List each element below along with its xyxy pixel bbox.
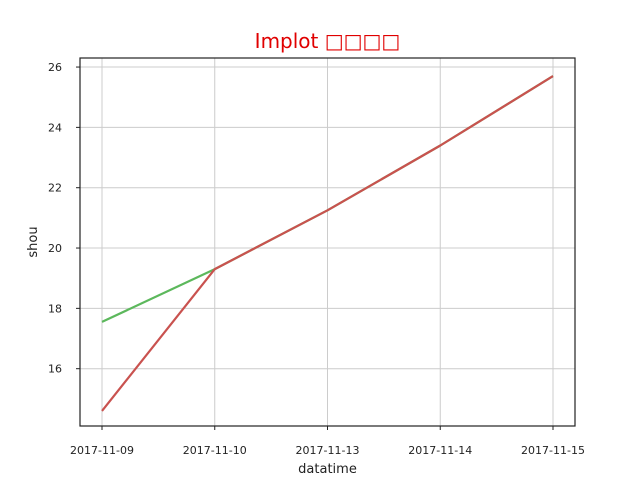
x-tick-label: 2017-11-13 [296,444,360,457]
axis-ticks: 2017-11-09 2017-11-10 2017-11-13 2017-11-14… [48,61,585,457]
series-line-2 [101,75,554,412]
y-axis-label: shou [26,226,41,257]
grid-lines [80,58,575,426]
x-axis-label: datatime [298,462,357,477]
y-tick-label: 26 [48,61,62,74]
y-tick-label: 22 [48,182,62,195]
x-tick-label: 2017-11-14 [408,444,472,457]
y-tick-label: 16 [48,363,62,376]
chart-title: Implot □□□□ [255,29,401,53]
x-tick-label: 2017-11-10 [183,444,247,457]
x-tick-label: 2017-11-15 [521,444,585,457]
series-group [101,75,554,412]
y-tick-label: 20 [48,242,62,255]
y-tick-label: 18 [48,302,62,315]
x-tick-label: 2017-11-09 [70,444,134,457]
y-tick-label: 24 [48,121,62,134]
